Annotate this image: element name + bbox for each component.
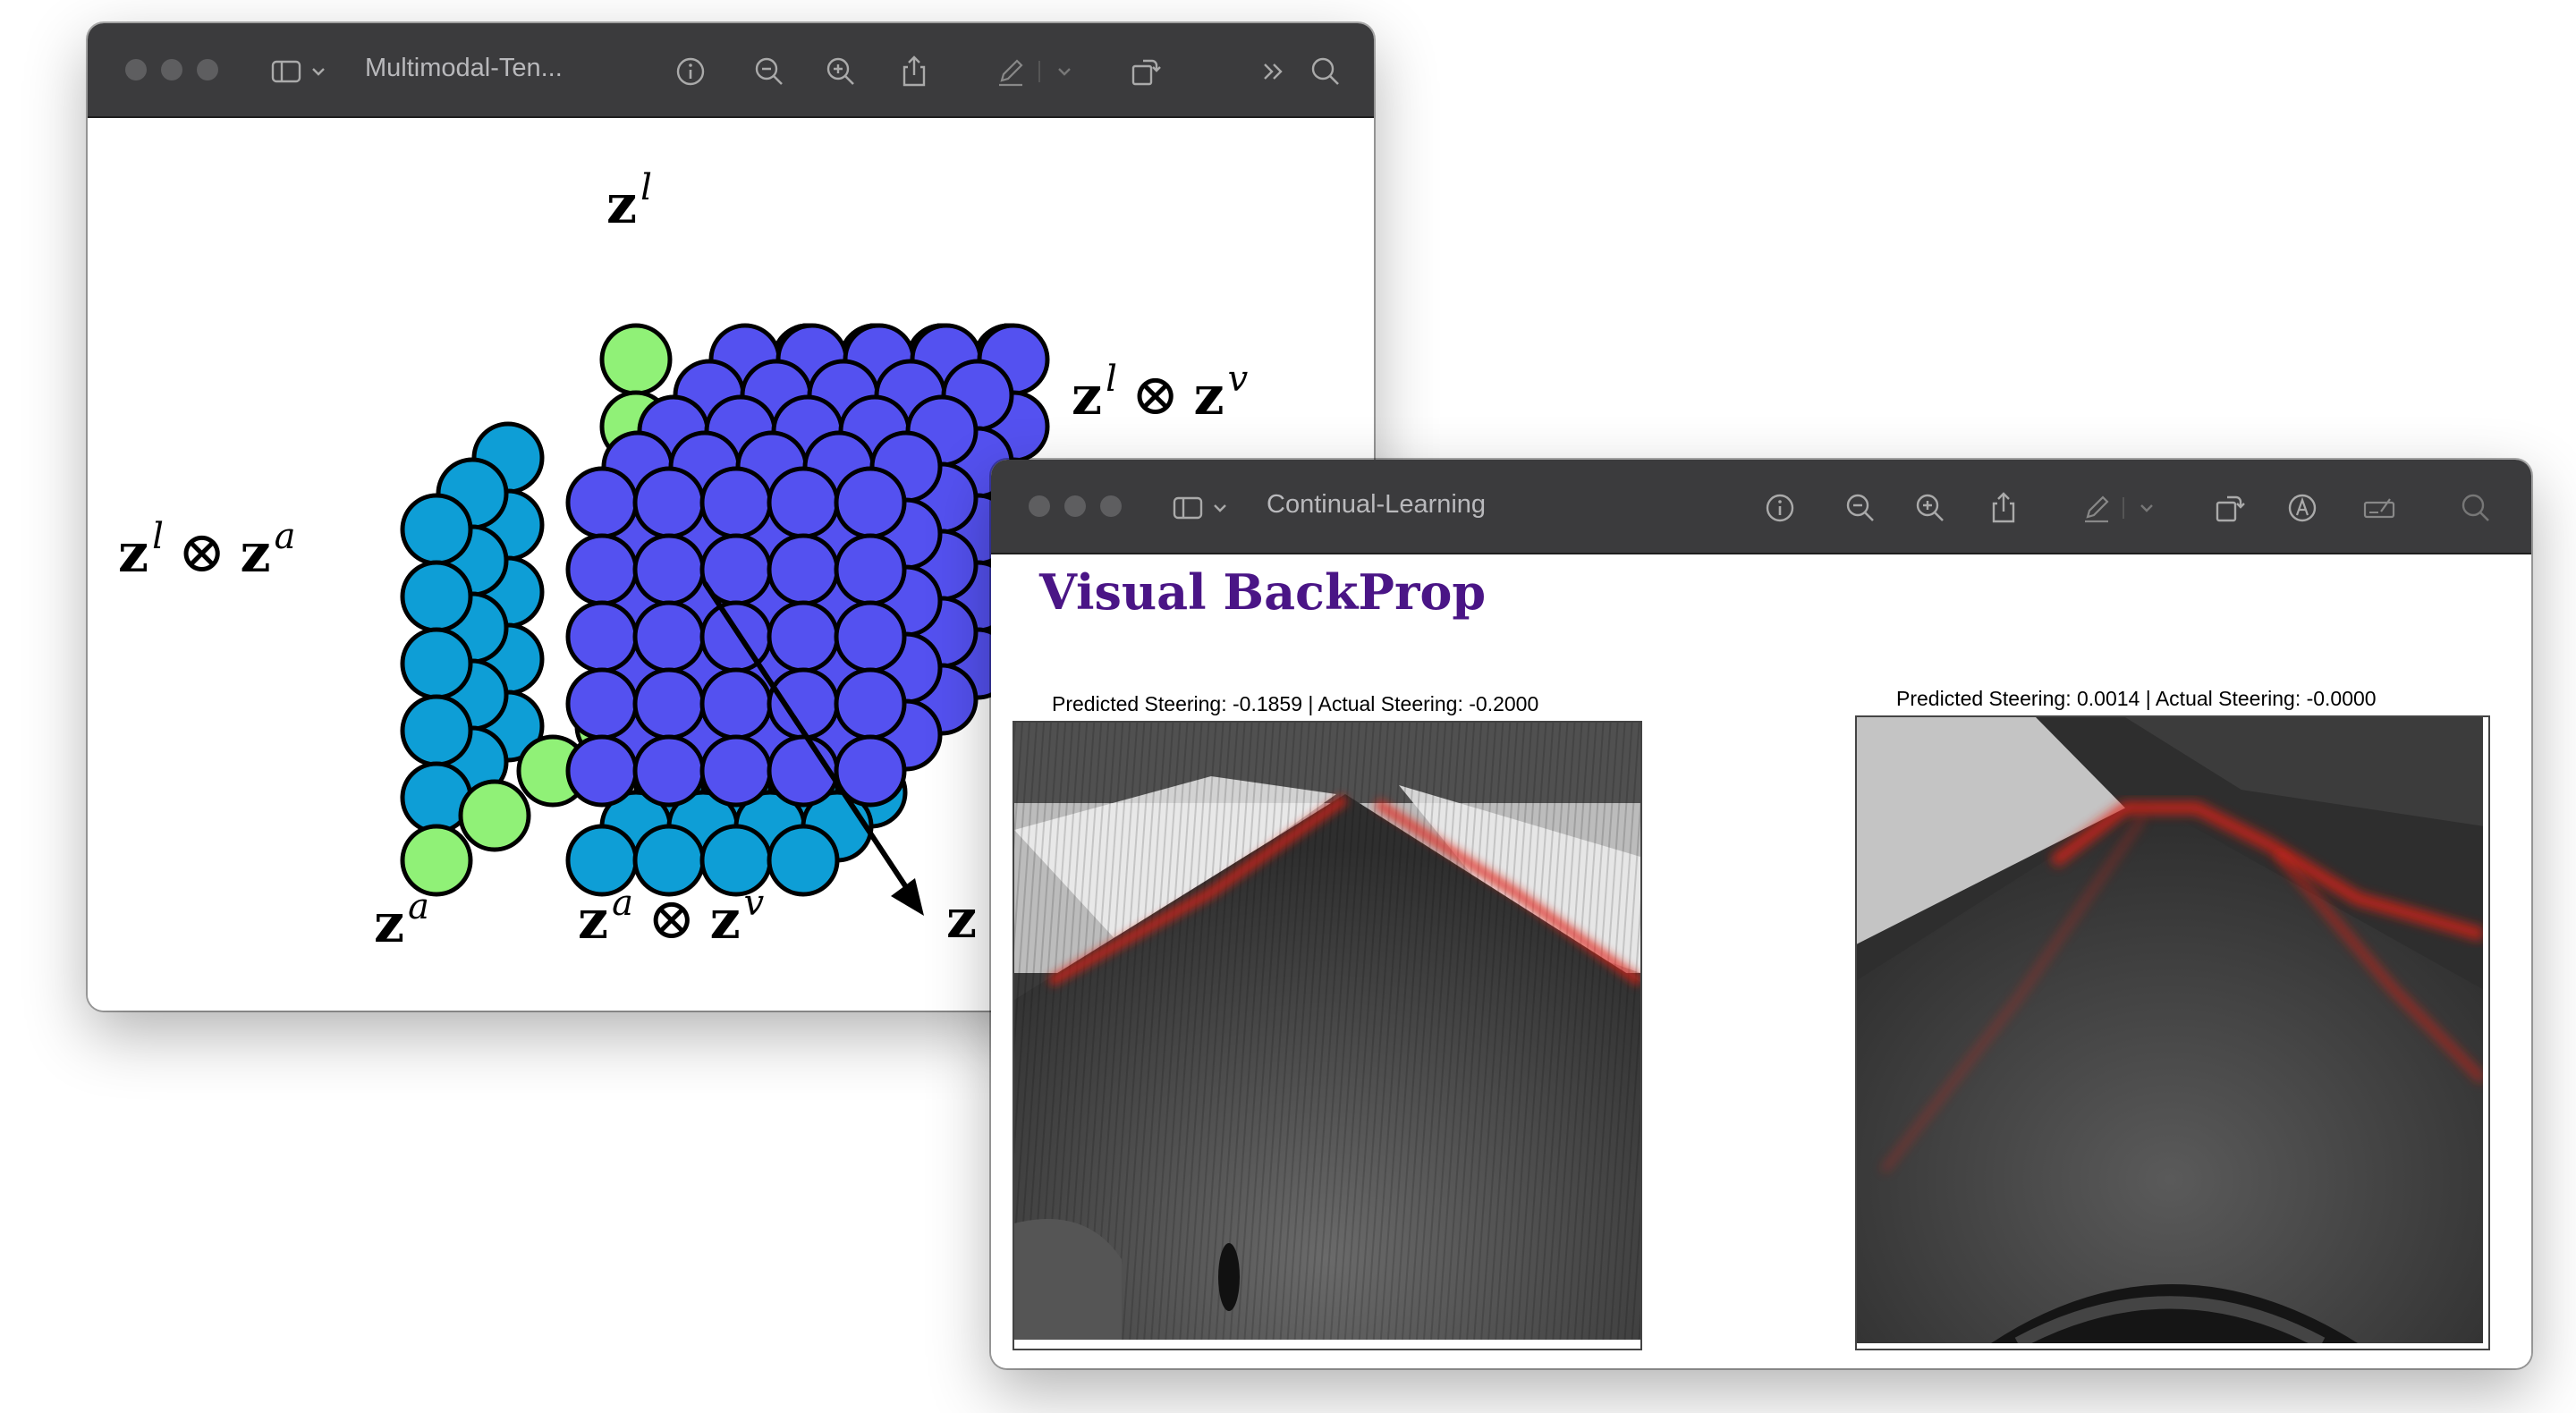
zoom-in-icon[interactable] bbox=[823, 54, 859, 89]
window-titlebar: Continual-Learning bbox=[991, 460, 2531, 554]
label-z-partial: z bbox=[946, 888, 978, 951]
arrow-head bbox=[891, 878, 924, 916]
saliency-image-left bbox=[1014, 723, 1640, 1340]
zoom-button[interactable] bbox=[1100, 495, 1122, 517]
tensor-node bbox=[565, 600, 639, 673]
markup-pen-icon[interactable] bbox=[2079, 490, 2114, 526]
document-content: Visual BackProp Predicted Steering: -0.1… bbox=[991, 554, 2531, 1368]
tensor-node bbox=[632, 466, 706, 539]
chevron-down-icon[interactable] bbox=[1209, 490, 1231, 526]
tensor-node bbox=[400, 694, 473, 767]
tensor-node bbox=[565, 734, 639, 808]
zoom-button[interactable] bbox=[197, 59, 218, 80]
label-zl-otimes-zv: z l ⊗ z v bbox=[1072, 359, 1249, 428]
rotate-icon[interactable] bbox=[1127, 54, 1163, 89]
label-zl-otimes-za: z l ⊗ z a bbox=[118, 516, 296, 586]
tensor-node bbox=[632, 533, 706, 606]
toolbar-separator bbox=[2122, 490, 2125, 526]
search-icon[interactable] bbox=[2458, 490, 2494, 526]
tensor-node bbox=[632, 734, 706, 808]
info-icon[interactable] bbox=[673, 54, 708, 89]
tensor-node bbox=[565, 533, 639, 606]
tensor-node bbox=[565, 466, 639, 539]
rotate-icon[interactable] bbox=[2211, 490, 2247, 526]
prediction-caption-right: Predicted Steering: 0.0014 | Actual Stee… bbox=[1896, 687, 2377, 710]
tensor-node bbox=[565, 667, 639, 740]
close-button[interactable] bbox=[125, 59, 147, 80]
tensor-node bbox=[834, 734, 907, 808]
tensor-node bbox=[632, 667, 706, 740]
window-title: Multimodal-Ten... bbox=[365, 54, 563, 82]
prediction-caption-left: Predicted Steering: -0.1859 | Actual Ste… bbox=[1052, 692, 1539, 715]
label-za-otimes-zv: z a ⊗ z v bbox=[578, 883, 765, 952]
tensor-node bbox=[767, 824, 840, 897]
form-fill-icon[interactable] bbox=[2361, 490, 2397, 526]
tensor-node bbox=[834, 533, 907, 606]
tensor-node bbox=[834, 600, 907, 673]
tensor-node bbox=[699, 600, 773, 673]
window-titlebar: Multimodal-Ten... bbox=[88, 23, 1374, 118]
tensor-node bbox=[400, 824, 473, 897]
zoom-out-icon[interactable] bbox=[751, 54, 787, 89]
markup-pen-icon[interactable] bbox=[993, 54, 1029, 89]
tensor-node bbox=[458, 779, 531, 852]
chevron-down-icon[interactable] bbox=[1054, 54, 1075, 89]
tensor-node bbox=[632, 824, 706, 897]
saliency-frame-left bbox=[1013, 721, 1642, 1350]
tensor-node bbox=[699, 734, 773, 808]
tensor-node bbox=[400, 627, 473, 700]
tensor-node bbox=[599, 323, 673, 396]
tensor-node bbox=[834, 667, 907, 740]
projection-arrow bbox=[702, 581, 909, 889]
share-icon[interactable] bbox=[896, 54, 932, 89]
share-icon[interactable] bbox=[1986, 490, 2021, 526]
saliency-frame-right bbox=[1855, 715, 2490, 1350]
tensor-node bbox=[400, 560, 473, 633]
tensor-fusion-diagram bbox=[400, 323, 1050, 916]
annotate-icon[interactable] bbox=[2284, 490, 2320, 526]
chevron-down-icon[interactable] bbox=[308, 54, 329, 89]
sidebar-icon[interactable] bbox=[268, 54, 304, 89]
close-button[interactable] bbox=[1029, 495, 1050, 517]
sidebar-icon[interactable] bbox=[1170, 490, 1206, 526]
tensor-node bbox=[767, 466, 840, 539]
tensor-node bbox=[699, 667, 773, 740]
page-title: Visual BackProp bbox=[1039, 563, 1487, 621]
tensor-node bbox=[834, 466, 907, 539]
preview-window-continual-learning: Continual-Learning Visual BackProp Predi… bbox=[991, 460, 2531, 1368]
minimize-button[interactable] bbox=[1064, 495, 1086, 517]
info-icon[interactable] bbox=[1762, 490, 1798, 526]
tensor-node bbox=[632, 600, 706, 673]
more-chevrons-icon[interactable] bbox=[1256, 54, 1292, 89]
toolbar-separator bbox=[1038, 54, 1041, 89]
window-title: Continual-Learning bbox=[1267, 490, 1487, 519]
zoom-in-icon[interactable] bbox=[1912, 490, 1948, 526]
tensor-node bbox=[699, 466, 773, 539]
search-icon[interactable] bbox=[1308, 54, 1343, 89]
chevron-down-icon[interactable] bbox=[2136, 490, 2157, 526]
minimize-button[interactable] bbox=[161, 59, 182, 80]
zoom-out-icon[interactable] bbox=[1843, 490, 1878, 526]
tensor-node bbox=[767, 533, 840, 606]
tensor-node bbox=[767, 600, 840, 673]
saliency-image-right bbox=[1857, 717, 2483, 1343]
tensor-node bbox=[400, 493, 473, 566]
